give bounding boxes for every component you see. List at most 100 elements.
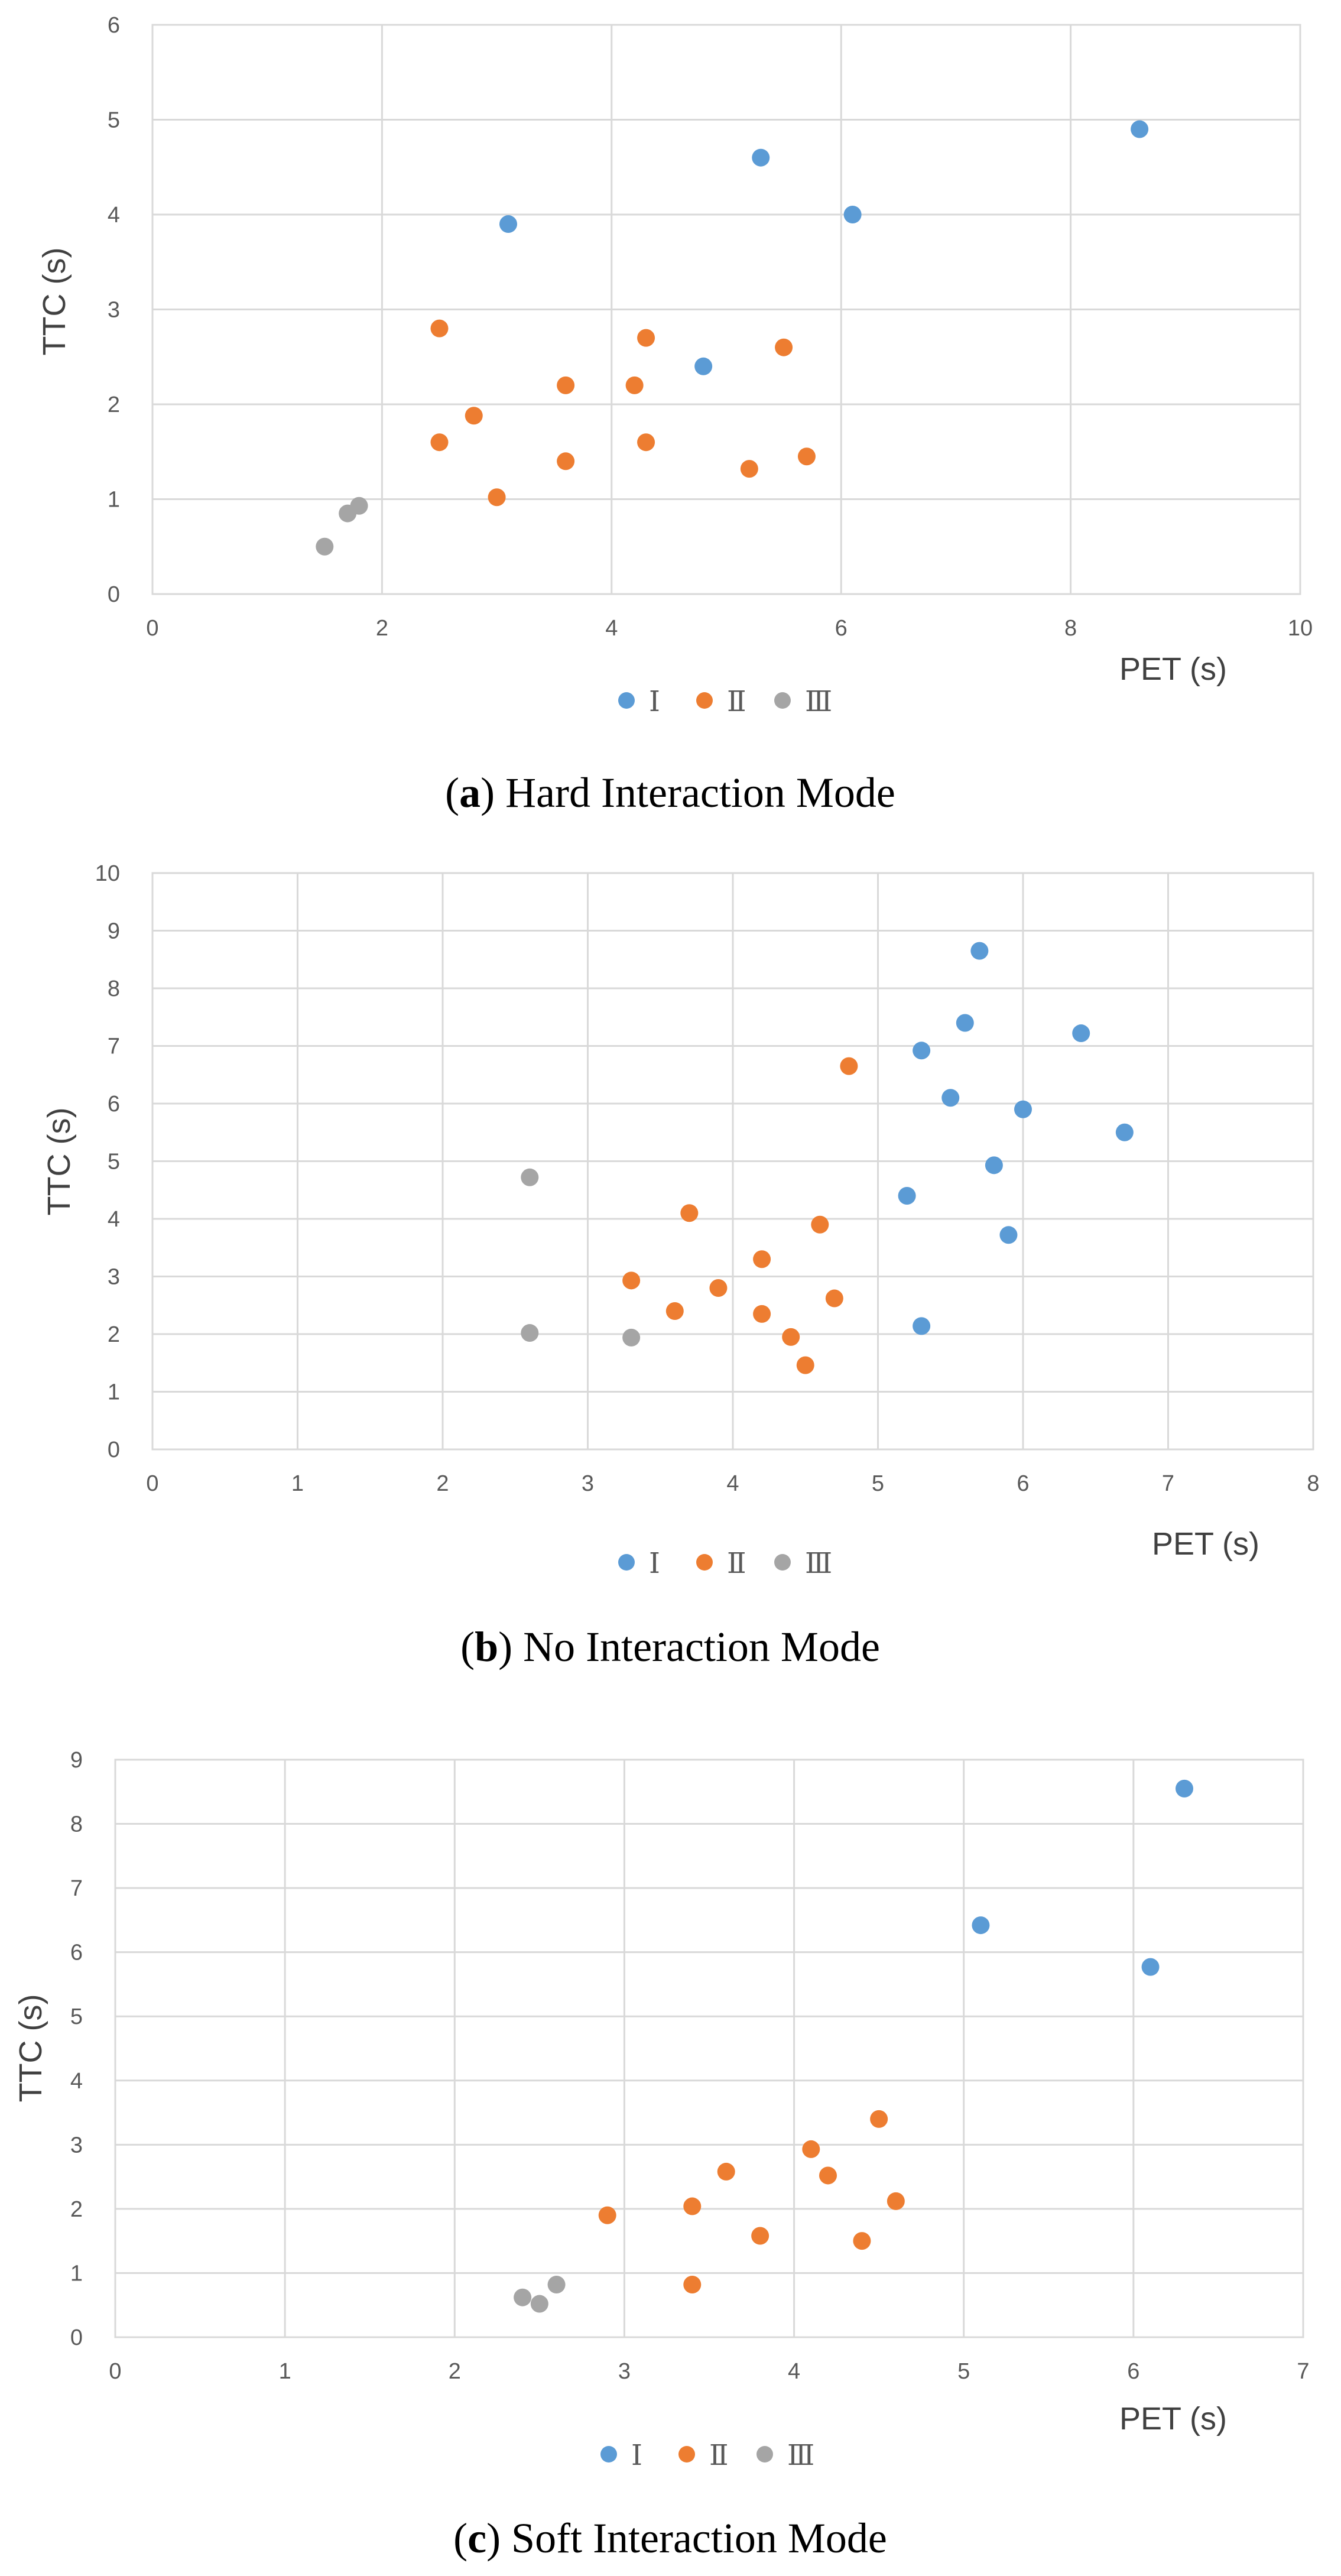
x-tick-label: 2 [436,1471,449,1496]
point-series-2 [683,2275,702,2293]
point-series-2 [751,2227,769,2245]
plot-area [151,872,1314,1451]
caption-rest: ) Soft Interaction Mode [486,2515,887,2562]
point-series-2 [622,1271,641,1290]
y-tick-label: 6 [70,1941,83,1965]
point-series-2 [870,2110,888,2128]
legend-marker-3 [756,2446,773,2463]
y-tick-label: 4 [108,203,120,228]
point-series-3 [316,537,334,556]
y-tick-label: 10 [95,861,120,886]
point-series-1 [985,1156,1003,1175]
legend-marker-2 [678,2446,695,2463]
point-series-2 [709,1279,728,1297]
legend-marker-3 [774,1554,791,1571]
gridlines [114,1759,1304,2338]
point-series-2 [637,329,655,347]
point-series-1 [1072,1024,1090,1043]
point-series-1 [694,357,713,375]
y-tick-label: 3 [108,1265,120,1290]
tick-labels: 0 1 2 3 4 5 6 7 8 0 1 2 3 4 5 6 7 8 9 10 [95,861,1320,1496]
x-tick-label: 4 [788,2359,800,2384]
y-tick-label: 2 [108,1322,120,1347]
y-tick-label: 7 [70,1876,83,1901]
y-tick-label: 5 [108,1150,120,1175]
legend-label-3: Ⅲ [787,2439,814,2472]
x-tick-label: 4 [726,1471,739,1496]
caption-letter: c [467,2515,486,2562]
y-tick-label: 5 [70,2004,83,2029]
point-series-2 [753,1250,771,1268]
x-tick-label: 8 [1307,1471,1319,1496]
point-series-2 [665,1302,684,1320]
point-series-2 [488,488,506,507]
x-tick-label: 2 [376,616,388,641]
point-series-1 [999,1226,1018,1244]
point-series-2 [797,447,816,466]
point-series-1 [1014,1100,1032,1118]
point-series-1 [898,1187,916,1205]
data-points [514,1779,1193,2313]
point-series-2 [598,2206,616,2224]
point-series-2 [753,1305,771,1323]
x-axis-title: PET (s) [1119,2401,1227,2437]
x-tick-label: 0 [109,2359,121,2384]
x-tick-label: 0 [146,616,158,641]
point-series-2 [796,1356,814,1374]
point-series-2 [680,1204,699,1222]
y-tick-label: 4 [108,1207,120,1232]
x-tick-label: 7 [1297,2359,1309,2384]
point-series-2 [557,376,575,394]
x-tick-label: 6 [835,616,848,641]
point-series-2 [625,376,644,394]
point-series-2 [811,1215,829,1234]
y-tick-label: 8 [108,976,120,1001]
point-series-1 [843,206,862,223]
x-tick-label: 5 [872,1471,884,1496]
y-tick-label: 0 [108,1438,120,1462]
point-series-2 [853,2232,871,2250]
x-tick-label: 2 [449,2359,461,2384]
legend-marker-1 [618,692,635,709]
y-tick-label: 0 [108,582,120,607]
x-tick-label: 1 [279,2359,291,2384]
point-series-2 [840,1057,858,1075]
point-series-1 [941,1089,960,1107]
tick-labels: 0 2 4 6 8 10 0 1 2 3 4 5 6 [108,13,1313,641]
point-series-1 [1141,1958,1160,1976]
data-points [521,942,1134,1374]
point-series-3 [350,497,368,515]
gridlines [151,24,1301,595]
point-series-2 [430,433,449,452]
caption: (a) Hard Interaction Mode [445,769,895,816]
point-series-2 [802,2140,820,2158]
y-tick-label: 1 [108,1380,120,1405]
tick-labels: 0 1 2 3 4 5 6 7 0 1 2 3 4 5 6 7 8 9 [70,1748,1310,2384]
legend-label-2: Ⅱ [709,2439,729,2472]
legend-marker-1 [600,2446,617,2463]
y-tick-label: 2 [108,392,120,417]
point-series-2 [683,2197,702,2215]
chart-no-interaction: 0 1 2 3 4 5 6 7 8 0 1 2 3 4 5 6 7 8 9 10 TTC (s) PET (s) Ⅰ Ⅱ… [41,861,1320,1670]
caption-letter: a [459,769,480,816]
legend: Ⅰ Ⅱ Ⅲ [618,1547,832,1580]
x-tick-label: 4 [605,616,618,641]
caption: (c) Soft Interaction Mode [453,2515,887,2562]
plot-area [114,1759,1304,2338]
y-tick-label: 2 [70,2197,83,2222]
y-tick-label: 6 [108,13,120,38]
x-tick-label: 3 [582,1471,594,1496]
x-tick-label: 10 [1288,616,1313,641]
legend-marker-2 [696,692,713,709]
x-tick-label: 8 [1064,616,1077,641]
point-series-2 [557,452,575,471]
y-tick-label: 1 [70,2261,83,2286]
x-axis-title: PET (s) [1152,1526,1259,1562]
caption-open: ( [460,1623,475,1670]
point-series-2 [740,460,758,478]
legend-label-1: Ⅰ [649,1547,660,1580]
data-points [316,120,1149,556]
legend-label-1: Ⅰ [649,685,660,718]
y-tick-label: 8 [70,1812,83,1837]
